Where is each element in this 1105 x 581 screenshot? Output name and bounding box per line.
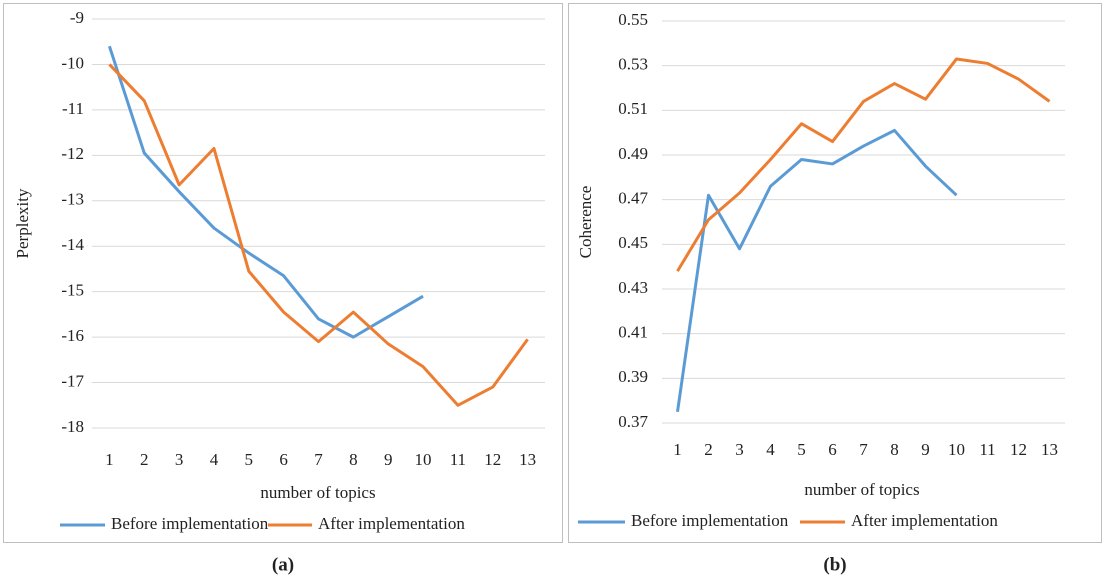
data-line (676, 128, 958, 413)
x-tick-label: 13 (1041, 440, 1058, 459)
x-tick-label: 5 (797, 440, 806, 459)
x-tick-label: 8 (890, 440, 899, 459)
y-tick-label: 0.51 (618, 99, 648, 118)
x-tick-label: 5 (245, 450, 254, 469)
y-tick-label: -9 (70, 8, 84, 27)
y-tick-label: 0.47 (618, 189, 648, 208)
data-line (108, 63, 529, 407)
x-tick-label: 1 (105, 450, 114, 469)
x-tick-label: 12 (1010, 440, 1027, 459)
x-tick-label: 11 (979, 440, 995, 459)
x-tick-label: 2 (140, 450, 149, 469)
x-tick-label: 4 (766, 440, 775, 459)
y-tick-label: 0.55 (618, 10, 648, 29)
x-tick-label: 6 (279, 450, 288, 469)
x-tick-label: 8 (349, 450, 358, 469)
y-tick-label: 0.53 (618, 55, 648, 74)
x-tick-label: 11 (450, 450, 466, 469)
y-tick-label: -14 (61, 235, 84, 254)
x-tick-label: 3 (175, 450, 184, 469)
y-tick-label: -10 (61, 53, 84, 72)
y-tick-label: 0.45 (618, 233, 648, 252)
y-tick-label: -12 (61, 144, 84, 163)
x-axis-label: number of topics (804, 480, 919, 499)
x-tick-label: 10 (415, 450, 432, 469)
legend-label: After implementation (318, 514, 465, 533)
x-tick-label: 9 (921, 440, 930, 459)
legend-label: Before implementation (111, 514, 269, 533)
x-tick-label: 2 (704, 440, 713, 459)
x-tick-label: 3 (735, 440, 744, 459)
x-tick-label: 4 (210, 450, 219, 469)
x-axis-label: number of topics (260, 483, 375, 502)
y-tick-label: -16 (61, 326, 84, 345)
legend-label: After implementation (851, 511, 998, 530)
panel-caption: (a) (272, 554, 294, 575)
y-tick-label: -18 (61, 417, 84, 436)
x-tick-label: 13 (519, 450, 536, 469)
y-tick-label: -13 (61, 190, 84, 209)
x-tick-label: 10 (948, 440, 965, 459)
y-tick-label: -17 (61, 371, 84, 390)
y-tick-label: -11 (62, 99, 84, 118)
y-axis-label: Perplexity (13, 188, 32, 258)
y-tick-label: 0.49 (618, 144, 648, 163)
y-tick-label: 0.43 (618, 278, 648, 297)
data-line (676, 57, 1051, 272)
y-tick-label: 0.39 (618, 367, 648, 386)
panel-caption: (b) (823, 554, 846, 575)
legend-label: Before implementation (631, 511, 789, 530)
panel-frame (568, 3, 1102, 543)
x-tick-label: 6 (828, 440, 837, 459)
y-axis-label: Coherence (576, 186, 595, 259)
y-tick-label: 0.41 (618, 323, 648, 342)
x-tick-label: 1 (673, 440, 682, 459)
y-tick-label: -15 (61, 281, 84, 300)
x-tick-label: 12 (484, 450, 501, 469)
x-tick-label: 9 (384, 450, 393, 469)
panel-frame (3, 3, 563, 543)
x-tick-label: 7 (859, 440, 868, 459)
x-tick-label: 7 (314, 450, 323, 469)
y-tick-label: 0.37 (618, 412, 648, 431)
